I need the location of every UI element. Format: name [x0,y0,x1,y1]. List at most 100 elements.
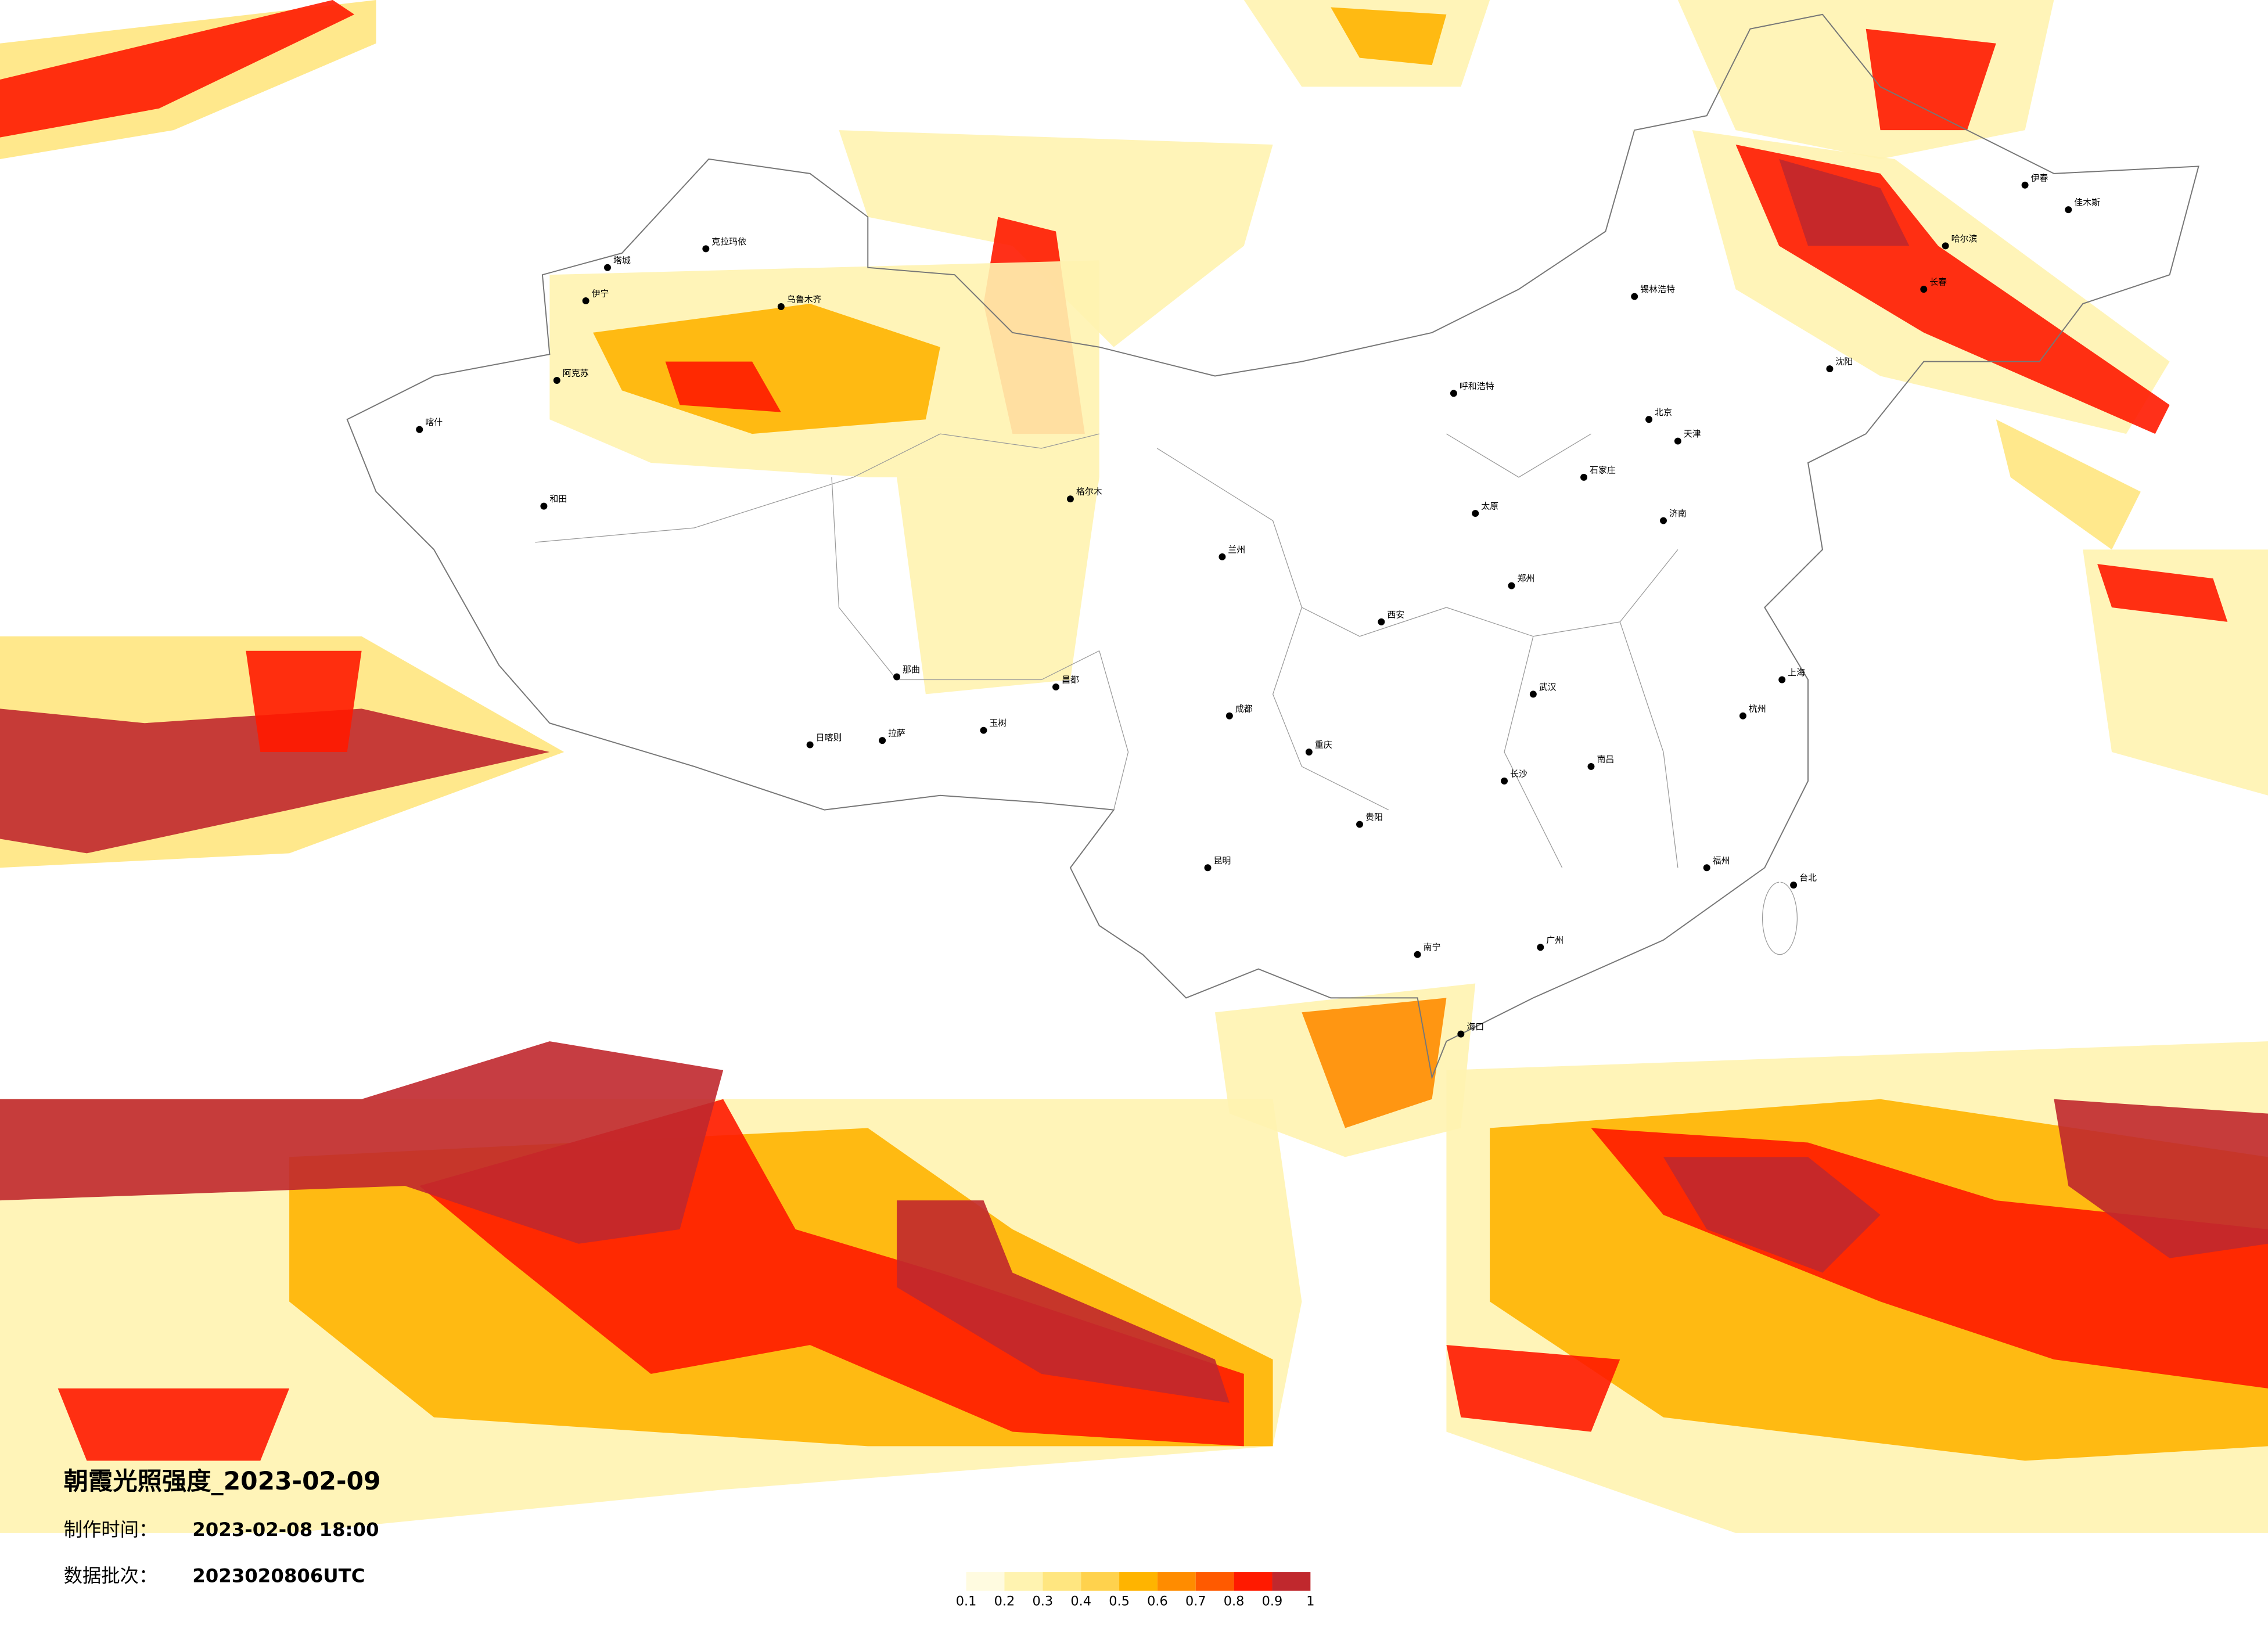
city-dot [1790,882,1798,889]
colorbar-swatch [1234,1572,1273,1591]
city-label: 贵阳 [1365,812,1383,822]
batch: 2023020806UTC [192,1565,365,1587]
colorbar-tick-label: 0.8 [1224,1593,1245,1609]
city-dot [702,245,710,253]
city-label: 呼和浩特 [1460,381,1494,391]
production-time: 2023-02-08 18:00 [192,1519,379,1541]
city-label: 阿克苏 [563,368,589,379]
colorbar-tick-label: 0.2 [994,1593,1015,1609]
colorbar-swatch [1272,1572,1311,1591]
city-dot [1472,510,1479,517]
intensity-area [1866,28,1996,131]
city-label: 那曲 [903,664,920,675]
city-dot [777,303,785,310]
intensity-area [1302,998,1447,1128]
city-label: 昌都 [1062,674,1079,685]
city-label: 台北 [1799,873,1817,883]
city-label: 南宁 [1424,942,1441,952]
city-dot [1674,437,1681,445]
intensity-area [897,477,1099,695]
colorbar-tick-label: 0.3 [1033,1593,1054,1609]
city-dot [1942,242,1949,250]
city-dot [1587,762,1595,770]
intensity-area [665,361,781,412]
intensity-area [897,1200,1230,1403]
city-dot [1660,517,1667,524]
city-dot [1703,864,1710,872]
city-dot [1204,864,1212,872]
city-label: 兰州 [1228,544,1245,555]
city-dot [1529,690,1537,698]
city-dot [1920,286,1928,293]
intensity-area [1996,419,2141,550]
colorbar-swatch [1119,1572,1158,1591]
city-label: 锡林浩特 [1640,284,1675,294]
city-dot [1508,582,1515,589]
colorbar-tick-label: 1 [1306,1593,1314,1609]
city-label: 喀什 [425,417,443,427]
city-label: 克拉玛依 [711,236,746,247]
city-dot [540,502,548,510]
province-borders [535,433,1798,955]
city-label: 拉萨 [888,728,905,739]
city-dot [1378,618,1385,625]
colorbar-swatch [1043,1572,1081,1591]
city-dot [1052,683,1059,690]
city-label: 海口 [1467,1021,1484,1032]
intensity-area [0,708,550,854]
city-label: 长春 [1929,277,1947,287]
city-label: 沈阳 [1835,357,1853,367]
colorbar-tick-label: 0.5 [1109,1593,1130,1609]
city-dot [1778,676,1786,684]
city-dot [806,741,814,749]
city-dot [1305,749,1313,756]
city-dot [553,377,560,384]
city-label: 成都 [1235,703,1253,714]
city-label: 西安 [1387,609,1404,620]
city-dot [2065,206,2072,214]
intensity-area [2097,564,2228,622]
city-label: 济南 [1669,508,1687,519]
colorbar-tick-label: 0.9 [1262,1593,1283,1609]
colorbar-tick-label: 0.1 [956,1593,977,1609]
city-dot [1580,473,1588,481]
city-dot [1631,293,1638,300]
colorbar-swatch [1081,1572,1120,1591]
intensity-area [1331,7,1447,66]
city-label: 北京 [1655,407,1672,418]
city-dot [416,426,423,433]
intensity-area [1779,159,1910,246]
intensity-area [1446,1345,1620,1432]
city-dot [2021,181,2029,189]
city-dot [1739,712,1746,720]
production-time-label: 制作时间： [64,1519,158,1541]
city-dot [1501,777,1508,785]
colorbar-swatch [1004,1572,1043,1591]
china-outline [346,13,2199,1080]
city-label: 重庆 [1315,740,1332,750]
city-dot [1826,365,1834,373]
intensity-area [0,1041,724,1244]
city-dot [980,726,987,734]
city-dot [1356,821,1363,828]
city-dot [1537,944,1544,951]
city-label: 和田 [549,494,567,504]
intensity-area [2054,1099,2268,1258]
batch-label: 数据批次： [64,1565,158,1587]
intensity-area [57,1388,290,1461]
city-label: 南昌 [1597,754,1614,764]
city-label: 昆明 [1213,855,1231,866]
city-dot [1225,712,1233,720]
city-label: 郑州 [1517,573,1534,584]
city-dot [893,673,901,681]
colorbar-swatch [1157,1572,1196,1591]
city-label: 格尔木 [1076,487,1102,497]
city-dot [1414,951,1421,958]
city-label: 武汉 [1539,682,1557,692]
city-dot [1645,416,1653,423]
colorbar-swatch [966,1572,1005,1591]
city-dot [582,297,590,304]
city-label: 广州 [1546,935,1563,945]
